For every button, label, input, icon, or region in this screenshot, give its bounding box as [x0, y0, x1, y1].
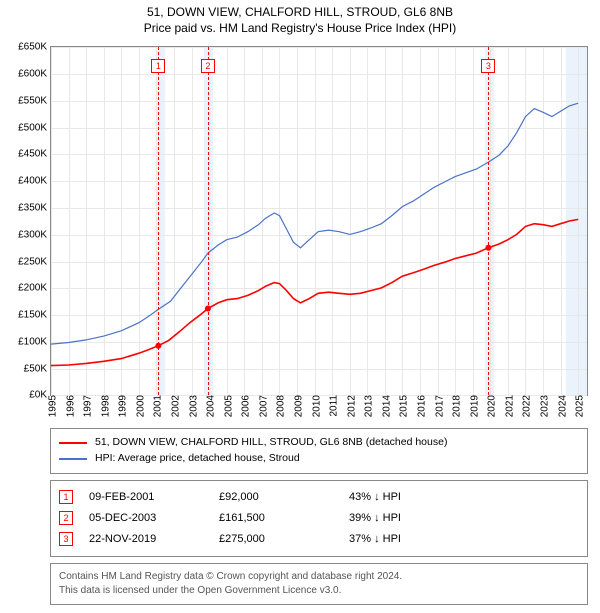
- legend-label: HPI: Average price, detached house, Stro…: [95, 451, 300, 467]
- footer-line-1: Contains HM Land Registry data © Crown c…: [59, 570, 579, 584]
- y-tick-label: £450K: [18, 149, 51, 160]
- footer-line-2: This data is licensed under the Open Gov…: [59, 584, 579, 598]
- sale-price: £92,000: [219, 487, 349, 508]
- sale-date: 09-FEB-2001: [89, 487, 219, 508]
- x-tick-label: 2021: [500, 395, 515, 417]
- legend-item: 51, DOWN VIEW, CHALFORD HILL, STROUD, GL…: [59, 435, 579, 451]
- title-block: 51, DOWN VIEW, CHALFORD HILL, STROUD, GL…: [8, 4, 592, 36]
- legend: 51, DOWN VIEW, CHALFORD HILL, STROUD, GL…: [50, 428, 588, 474]
- sale-price: £161,500: [219, 508, 349, 529]
- x-tick-label: 2004: [202, 395, 217, 417]
- x-tick-label: 2013: [360, 395, 375, 417]
- sale-row-marker: 3: [59, 532, 73, 546]
- title-line-1: 51, DOWN VIEW, CHALFORD HILL, STROUD, GL…: [8, 4, 592, 20]
- y-tick-label: £400K: [18, 176, 51, 187]
- sale-row: 3 22-NOV-2019£275,00037% ↓ HPI: [59, 529, 579, 550]
- x-tick-label: 2008: [272, 395, 287, 417]
- y-tick-label: £600K: [18, 69, 51, 80]
- x-tick-label: 2015: [395, 395, 410, 417]
- x-tick-label: 1998: [96, 395, 111, 417]
- sale-row-marker: 1: [59, 490, 73, 504]
- x-tick-label: 1995: [44, 395, 59, 417]
- sale-marker: 1: [151, 59, 165, 73]
- sale-delta: 37% ↓ HPI: [349, 529, 579, 550]
- y-tick-label: £50K: [24, 363, 51, 374]
- title-line-2: Price paid vs. HM Land Registry's House …: [8, 20, 592, 36]
- x-tick-label: 2018: [448, 395, 463, 417]
- series-svg: [51, 47, 587, 395]
- sale-delta: 43% ↓ HPI: [349, 487, 579, 508]
- sale-marker: 3: [481, 59, 495, 73]
- x-tick-label: 2005: [219, 395, 234, 417]
- sale-row: 1 09-FEB-2001£92,00043% ↓ HPI: [59, 487, 579, 508]
- x-tick-label: 2024: [553, 395, 568, 417]
- footer: Contains HM Land Registry data © Crown c…: [50, 563, 588, 605]
- chart-container: 51, DOWN VIEW, CHALFORD HILL, STROUD, GL…: [0, 0, 600, 613]
- x-tick-label: 2003: [184, 395, 199, 417]
- x-tick-label: 2010: [307, 395, 322, 417]
- x-tick-label: 2006: [237, 395, 252, 417]
- sales-table: 1 09-FEB-2001£92,00043% ↓ HPI 2 05-DEC-2003…: [50, 480, 588, 557]
- y-tick-label: £100K: [18, 336, 51, 347]
- y-tick-label: £350K: [18, 202, 51, 213]
- x-tick-label: 2016: [413, 395, 428, 417]
- sale-price: £275,000: [219, 529, 349, 550]
- y-tick-label: £150K: [18, 310, 51, 321]
- x-tick-label: 2014: [377, 395, 392, 417]
- x-tick-label: 2002: [167, 395, 182, 417]
- x-tick-label: 2023: [536, 395, 551, 417]
- sale-date: 05-DEC-2003: [89, 508, 219, 529]
- x-tick-label: 1997: [79, 395, 94, 417]
- x-tick-label: 1999: [114, 395, 129, 417]
- chart: £0K£50K£100K£150K£200K£250K£300K£350K£40…: [8, 42, 592, 422]
- sale-marker: 2: [201, 59, 215, 73]
- x-tick-label: 2009: [290, 395, 305, 417]
- x-tick-label: 2022: [518, 395, 533, 417]
- x-tick-label: 2025: [571, 395, 586, 417]
- sale-date: 22-NOV-2019: [89, 529, 219, 550]
- x-tick-label: 2001: [149, 395, 164, 417]
- sale-row-marker: 2: [59, 511, 73, 525]
- legend-swatch: [59, 442, 87, 444]
- sale-delta: 39% ↓ HPI: [349, 508, 579, 529]
- y-tick-label: £250K: [18, 256, 51, 267]
- sale-dashline: [158, 47, 159, 395]
- legend-item: HPI: Average price, detached house, Stro…: [59, 451, 579, 467]
- series-hpi: [51, 104, 578, 345]
- x-tick-label: 1996: [61, 395, 76, 417]
- x-tick-label: 2007: [254, 395, 269, 417]
- x-tick-label: 2017: [430, 395, 445, 417]
- y-tick-label: £300K: [18, 229, 51, 240]
- x-tick-label: 2011: [325, 395, 340, 417]
- y-tick-label: £550K: [18, 95, 51, 106]
- sale-row: 2 05-DEC-2003£161,50039% ↓ HPI: [59, 508, 579, 529]
- plot-area: £0K£50K£100K£150K£200K£250K£300K£350K£40…: [50, 46, 588, 396]
- x-tick-label: 2019: [465, 395, 480, 417]
- sale-dashline: [488, 47, 489, 395]
- y-tick-label: £650K: [18, 42, 51, 53]
- series-price_paid: [51, 220, 578, 366]
- y-tick-label: £500K: [18, 122, 51, 133]
- y-tick-label: £200K: [18, 283, 51, 294]
- x-tick-label: 2020: [483, 395, 498, 417]
- legend-swatch: [59, 458, 87, 460]
- x-tick-label: 2012: [342, 395, 357, 417]
- legend-label: 51, DOWN VIEW, CHALFORD HILL, STROUD, GL…: [95, 435, 447, 451]
- sale-dashline: [208, 47, 209, 395]
- x-tick-label: 2000: [131, 395, 146, 417]
